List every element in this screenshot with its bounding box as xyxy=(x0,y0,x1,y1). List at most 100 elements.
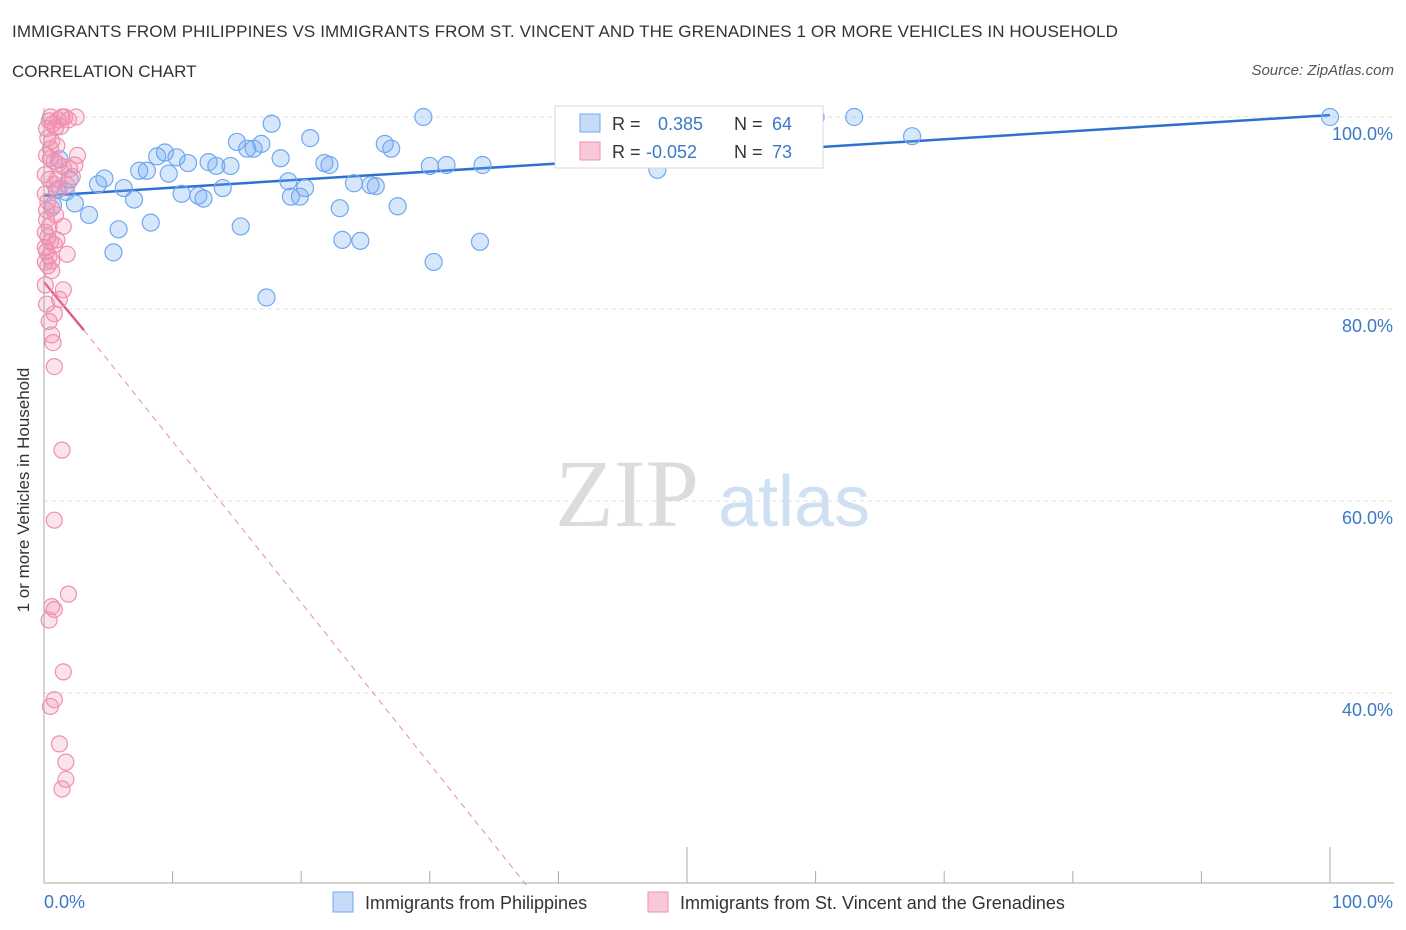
point-stvincent xyxy=(41,697,60,716)
legend-swatch-stvincent xyxy=(647,891,669,913)
point-philippines xyxy=(845,107,864,127)
stats-n-value-2: 73 xyxy=(772,142,792,162)
point-philippines xyxy=(159,164,178,183)
chart-title: IMMIGRANTS FROM PHILIPPINES VS IMMIGRANT… xyxy=(12,22,1118,41)
stats-r-value-1: 0.385 xyxy=(658,114,703,134)
point-philippines xyxy=(104,243,123,262)
point-stvincent xyxy=(45,600,63,619)
legend-label-philippines: Immigrants from Philippines xyxy=(365,893,587,913)
point-stvincent xyxy=(37,211,56,229)
point-philippines xyxy=(301,129,320,148)
point-stvincent xyxy=(50,735,69,753)
point-stvincent xyxy=(45,511,63,529)
stats-n-value-1: 64 xyxy=(772,114,792,134)
point-stvincent xyxy=(44,334,62,352)
point-stvincent xyxy=(36,238,54,257)
point-philippines xyxy=(124,190,144,209)
watermark-zip: ZIP xyxy=(555,440,699,547)
point-stvincent xyxy=(53,780,71,798)
point-philippines xyxy=(257,288,276,307)
point-stvincent xyxy=(54,663,72,681)
stats-swatch-stvincent xyxy=(579,141,601,161)
point-philippines xyxy=(130,161,149,180)
point-philippines xyxy=(65,194,84,213)
point-philippines xyxy=(271,149,290,168)
y-axis-label: 1 or more Vehicles in Household xyxy=(14,367,33,613)
point-philippines xyxy=(95,169,114,188)
point-philippines xyxy=(109,220,128,239)
point-philippines xyxy=(473,155,492,175)
point-philippines xyxy=(470,232,490,251)
source-credit: Source: ZipAtlas.com xyxy=(1251,62,1394,79)
point-stvincent xyxy=(45,358,63,376)
point-philippines xyxy=(79,205,99,225)
point-stvincent xyxy=(59,111,78,129)
point-philippines xyxy=(366,177,385,196)
axis-layer: 100.0% 80.0% 60.0% 40.0% 0.0% 100.0% xyxy=(43,108,1394,912)
point-philippines xyxy=(167,148,186,167)
stats-r-label-2: R = xyxy=(612,142,641,162)
point-philippines xyxy=(172,184,191,203)
point-philippines xyxy=(414,107,433,127)
stats-n-label-2: N = xyxy=(734,142,763,162)
watermark-atlas: atlas xyxy=(718,462,870,542)
point-stvincent xyxy=(57,770,75,789)
point-stvincent xyxy=(58,245,76,263)
point-philippines xyxy=(902,127,922,146)
point-philippines xyxy=(213,178,232,198)
point-stvincent xyxy=(41,140,60,158)
point-stvincent xyxy=(58,176,76,194)
point-philippines xyxy=(189,186,208,205)
point-philippines xyxy=(320,155,339,175)
point-philippines xyxy=(333,230,352,249)
point-stvincent xyxy=(68,146,87,164)
point-philippines xyxy=(137,161,156,180)
y-tick-label: 40.0% xyxy=(1342,700,1393,720)
stats-r-value-2: -0.052 xyxy=(646,142,697,162)
point-philippines xyxy=(388,197,407,216)
point-stvincent xyxy=(40,312,58,331)
point-philippines xyxy=(290,187,310,206)
point-philippines xyxy=(279,172,298,191)
watermark: ZIP atlas xyxy=(555,440,870,547)
point-stvincent xyxy=(57,753,75,771)
point-philippines xyxy=(344,174,364,193)
point-philippines xyxy=(262,114,281,133)
grid-layer xyxy=(44,116,1394,694)
point-philippines xyxy=(231,217,250,236)
point-philippines xyxy=(295,178,315,198)
point-stvincent xyxy=(36,276,54,294)
point-philippines xyxy=(227,132,246,152)
x-tick-label-min: 0.0% xyxy=(44,892,85,912)
point-philippines xyxy=(420,156,439,176)
stats-swatch-philippines xyxy=(579,113,601,133)
point-stvincent xyxy=(54,281,72,299)
point-philippines xyxy=(252,134,271,153)
point-stvincent xyxy=(53,441,71,459)
stats-r-label-1: R = xyxy=(612,114,641,134)
stats-n-label-1: N = xyxy=(734,114,763,134)
y-tick-label: 100.0% xyxy=(1332,124,1393,144)
legend-swatch-philippines xyxy=(332,891,354,913)
point-philippines xyxy=(155,143,174,162)
point-philippines xyxy=(194,189,213,208)
series-legend: Immigrants from Philippines Immigrants f… xyxy=(332,891,1065,913)
point-philippines xyxy=(114,178,133,198)
chart-subtitle: CORRELATION CHART xyxy=(12,62,197,81)
point-philippines xyxy=(238,139,257,158)
y-tick-label: 80.0% xyxy=(1342,316,1393,336)
point-stvincent xyxy=(37,295,56,313)
point-philippines xyxy=(207,156,226,176)
point-philippines xyxy=(382,139,401,158)
x-tick-label-max: 100.0% xyxy=(1332,892,1393,912)
point-stvincent xyxy=(37,201,56,219)
point-philippines xyxy=(141,213,160,232)
point-philippines xyxy=(351,231,370,250)
point-philippines xyxy=(361,176,380,195)
point-stvincent xyxy=(43,262,61,280)
point-philippines xyxy=(221,156,240,176)
legend-label-stvincent: Immigrants from St. Vincent and the Gren… xyxy=(680,893,1065,913)
trendline-stvincent-extension xyxy=(83,329,527,886)
point-stvincent xyxy=(48,170,66,188)
